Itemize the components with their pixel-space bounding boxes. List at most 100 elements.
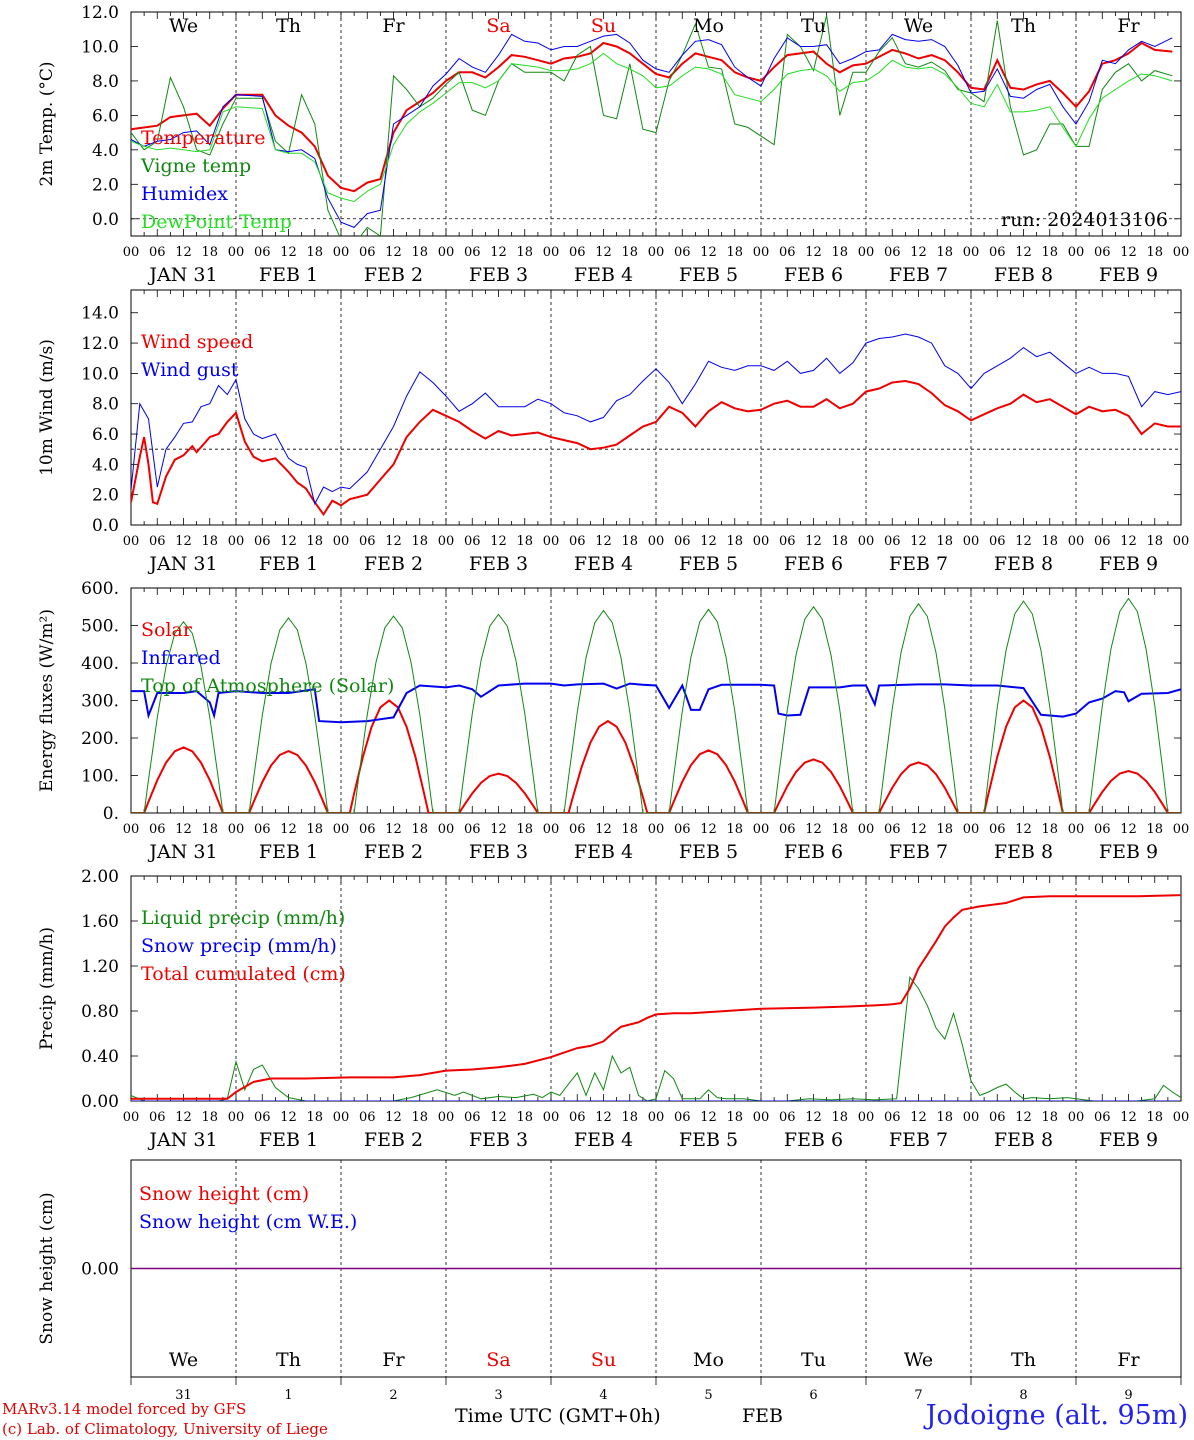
legend-entry: DewPoint Temp — [141, 211, 292, 233]
date-label: FEB 8 — [994, 264, 1053, 286]
date-label: FEB 9 — [1099, 841, 1158, 863]
y-axis-label: Precip (mm/h) — [37, 927, 57, 1050]
legend-entry: Temperature — [141, 127, 265, 149]
y-tick-label: 0.40 — [81, 1047, 119, 1067]
legend-entry: Wind speed — [141, 331, 253, 353]
hour-label: 00 — [543, 245, 560, 260]
y-tick-label: 0.0 — [92, 210, 119, 230]
hour-label: 06 — [569, 534, 586, 549]
hour-label: 00 — [963, 245, 980, 260]
hour-label: 12 — [700, 1110, 717, 1125]
hour-label: 06 — [884, 1110, 901, 1125]
weekday-label: We — [169, 1349, 198, 1371]
hour-label: 00 — [648, 245, 665, 260]
series-wind-speed — [131, 379, 1181, 517]
hour-label: 18 — [411, 1110, 428, 1125]
y-tick-label: 10.0 — [81, 37, 119, 57]
hour-label: 06 — [359, 822, 376, 837]
hour-label: 12 — [910, 534, 927, 549]
hour-label: 00 — [1173, 245, 1190, 260]
date-label: FEB 6 — [784, 1129, 843, 1151]
hour-label: 18 — [831, 1110, 848, 1125]
legend-entry: Vigne temp — [140, 155, 251, 177]
hour-label: 06 — [464, 1110, 481, 1125]
y-tick-label: 0. — [103, 804, 119, 824]
date-label: FEB 6 — [784, 553, 843, 575]
date-label: JAN 31 — [147, 553, 217, 575]
weekday-label: Tu — [801, 1349, 826, 1371]
y-axis-label: 10m Wind (m/s) — [37, 339, 57, 476]
y-tick-label: 2.0 — [92, 175, 119, 195]
panel-3: 00 06 12 18 00 06 12 18 00 06 12 18 00 06 12 18 00 06 12 18… — [37, 579, 1189, 863]
hour-label: 12 — [1120, 245, 1137, 260]
hour-label: 18 — [411, 245, 428, 260]
y-tick-label: 10.0 — [81, 364, 119, 384]
y-tick-label: 600. — [81, 579, 119, 599]
series-liquid-precip-mm-h — [131, 976, 1181, 1101]
day-number: 2 — [389, 1388, 397, 1403]
hour-label: 18 — [201, 534, 218, 549]
hour-label: 12 — [1120, 822, 1137, 837]
date-label: FEB 1 — [259, 1129, 318, 1151]
hour-label: 12 — [175, 534, 192, 549]
hour-label: 18 — [201, 822, 218, 837]
day-number: 31 — [175, 1388, 192, 1403]
hour-label: 00 — [648, 534, 665, 549]
hour-label: 12 — [175, 822, 192, 837]
hour-label: 06 — [359, 534, 376, 549]
hour-label: 12 — [490, 534, 507, 549]
day-number: 5 — [704, 1388, 712, 1403]
credit-note: (c) Lab. of Climatology, University of L… — [2, 1420, 328, 1438]
y-tick-label: 0.0 — [92, 516, 119, 536]
hour-label: 00 — [1173, 1110, 1190, 1125]
hour-label: 00 — [333, 822, 350, 837]
hour-label: 18 — [936, 822, 953, 837]
hour-label: 12 — [805, 245, 822, 260]
y-axis-label: Energy fluxes (W/m²) — [37, 609, 57, 792]
hour-label: 06 — [674, 1110, 691, 1125]
y-tick-label: 1.60 — [81, 912, 119, 932]
hour-label: 18 — [726, 534, 743, 549]
hour-label: 12 — [280, 534, 297, 549]
hour-label: 18 — [201, 1110, 218, 1125]
hour-label: 12 — [490, 1110, 507, 1125]
hour-label: 12 — [1120, 534, 1137, 549]
y-tick-label: 2.0 — [92, 486, 119, 506]
hour-label: 12 — [280, 822, 297, 837]
hour-label: 12 — [1120, 1110, 1137, 1125]
hour-label: 18 — [726, 822, 743, 837]
hour-label: 06 — [779, 245, 796, 260]
date-label: FEB 7 — [889, 264, 948, 286]
series-temperature — [131, 41, 1173, 193]
hour-label: 00 — [543, 822, 560, 837]
hour-label: 00 — [1068, 534, 1085, 549]
date-label: FEB 9 — [1099, 553, 1158, 575]
hour-label: 06 — [674, 245, 691, 260]
hour-label: 06 — [254, 245, 271, 260]
date-label: FEB 3 — [469, 553, 528, 575]
weekday-label: Fr — [1117, 15, 1140, 37]
hour-label: 06 — [1094, 534, 1111, 549]
y-tick-label: 14.0 — [81, 304, 119, 324]
date-label: FEB 2 — [364, 841, 423, 863]
date-label: FEB 5 — [679, 553, 738, 575]
hour-label: 06 — [359, 245, 376, 260]
date-label: FEB 4 — [574, 841, 633, 863]
hour-label: 12 — [700, 245, 717, 260]
hour-label: 06 — [1094, 822, 1111, 837]
hour-label: 12 — [1015, 534, 1032, 549]
date-label: FEB 5 — [679, 1129, 738, 1151]
hour-label: 12 — [805, 822, 822, 837]
day-number: 6 — [809, 1388, 817, 1403]
hour-label: 00 — [753, 1110, 770, 1125]
y-tick-label: 1.20 — [81, 957, 119, 977]
y-tick-label: 12.0 — [81, 3, 119, 23]
hour-label: 12 — [595, 534, 612, 549]
hour-label: 00 — [753, 245, 770, 260]
date-label: FEB 3 — [469, 1129, 528, 1151]
hour-label: 06 — [254, 534, 271, 549]
weekday-label: Th — [1011, 15, 1036, 37]
series-vigne-temp — [131, 15, 1173, 236]
hour-label: 00 — [1068, 822, 1085, 837]
panel-4: 00 06 12 18 00 06 12 18 00 06 12 18 00 06 12 18 00 06 12 18… — [37, 867, 1190, 1151]
